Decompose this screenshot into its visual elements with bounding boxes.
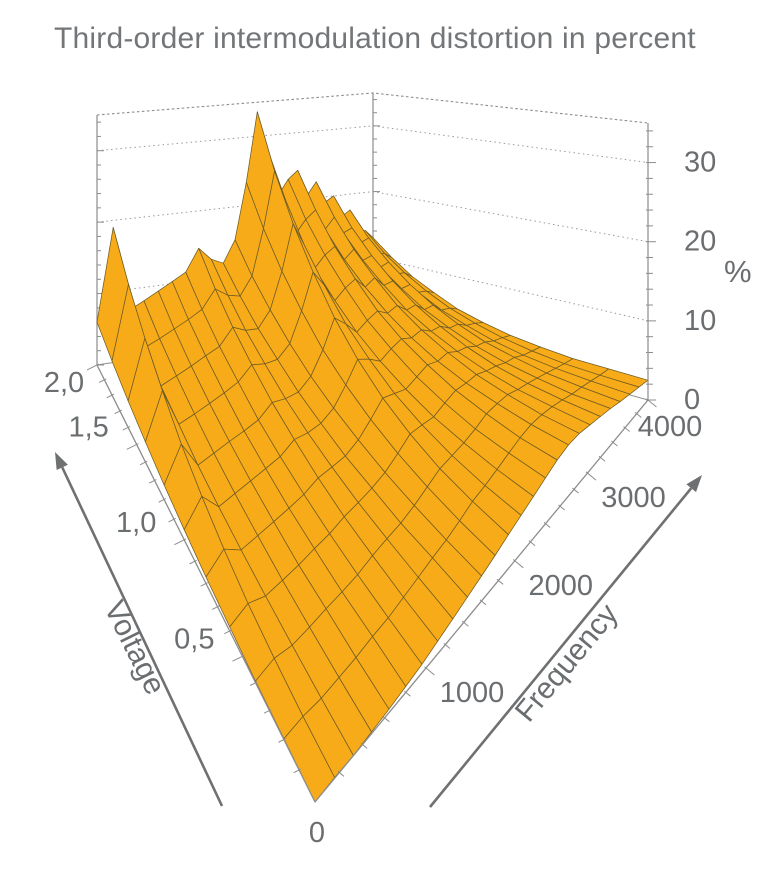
voltage-tick-label: 0,5 — [174, 623, 214, 655]
frequency-axis-arrowhead — [686, 475, 702, 493]
frequency-axis-arrow — [428, 487, 693, 808]
floor-axes — [86, 363, 657, 803]
percent-tick-label: 0 — [684, 384, 700, 416]
frequency-tick-label: 4000 — [638, 411, 703, 443]
frequency-axis-label: Frequency — [509, 598, 625, 728]
frequency-tick-label: 2000 — [529, 570, 594, 602]
percent-axis: 0 10 20 30% — [646, 123, 752, 416]
frequency-tick-labels: 0 1000 2000 3000 4000 — [309, 411, 702, 849]
voltage-tick-label: 2,0 — [44, 367, 84, 399]
voltage-tick-labels: 0,5 1,0 1,5 2,0 — [44, 367, 215, 655]
percent-tick-label: 30 — [684, 147, 716, 179]
voltage-axis-label: Voltage — [97, 596, 171, 700]
frequency-tick-label: 1000 — [440, 677, 505, 709]
percent-tick-label: 20 — [684, 226, 716, 258]
percent-axis-unit-label: % — [724, 254, 752, 289]
chart-title: Third-order intermodulation distortion i… — [54, 22, 696, 55]
percent-tick-label: 10 — [684, 305, 716, 337]
voltage-axis-arrow — [61, 466, 224, 807]
voltage-tick-label: 1,0 — [116, 507, 156, 539]
frequency-tick-label: 0 — [309, 817, 325, 849]
frequency-tick-label: 3000 — [601, 482, 666, 514]
voltage-axis-arrowhead — [55, 452, 68, 471]
surface-mesh — [96, 111, 649, 803]
voltage-tick-label: 1,5 — [68, 411, 108, 443]
